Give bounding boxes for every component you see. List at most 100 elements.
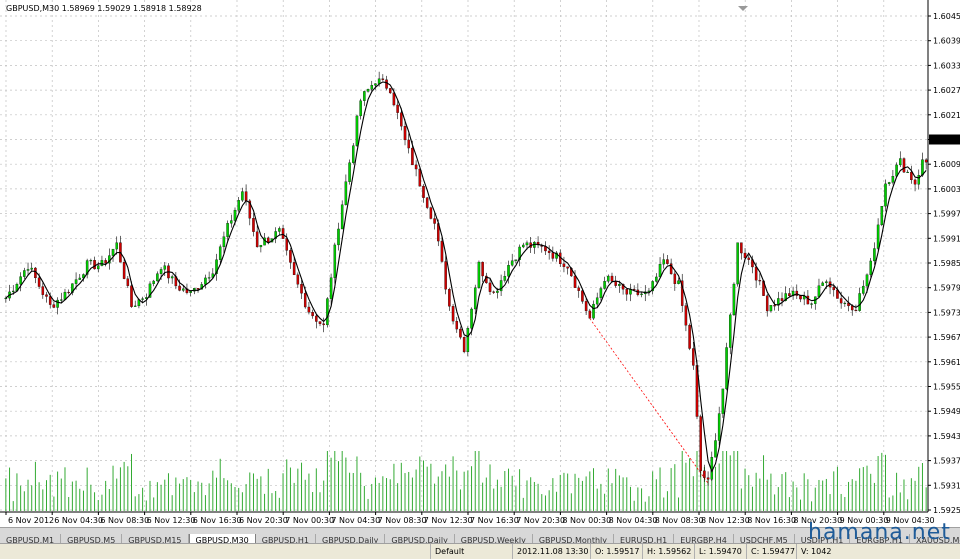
candle-body (329, 277, 333, 299)
candle-body (514, 259, 518, 261)
chart-tab[interactable]: GBPUSD,M1 (0, 534, 62, 543)
candle-body (910, 171, 913, 181)
candle-body (352, 145, 355, 163)
candle-body (252, 218, 255, 232)
candle-body (640, 293, 643, 295)
candle-body (340, 204, 344, 230)
candle-body (52, 304, 56, 308)
time-tick-label: 6 Nov 2012 (8, 516, 54, 525)
candle-body (414, 164, 418, 170)
chart-tab[interactable]: USDJPY,H1 (795, 534, 851, 543)
candle-body (581, 290, 584, 302)
candle-body (148, 283, 152, 298)
candle-body (906, 171, 909, 174)
candle-body (278, 228, 281, 232)
candle-body (876, 224, 880, 249)
candle-body (429, 207, 433, 219)
candle-body (714, 440, 717, 458)
price-tick-label: 1.60215 (933, 111, 960, 120)
candle-body (230, 220, 233, 224)
watermark: hamana.net (808, 520, 951, 545)
time-tick-label: 7 Nov 12:30 (424, 516, 473, 525)
candle-body (510, 260, 514, 266)
candle-body (451, 306, 455, 322)
candle-body (226, 223, 229, 237)
candle-body (448, 289, 451, 307)
candle-body (163, 265, 167, 270)
chart-tab[interactable]: GBPUSD,Daily (316, 534, 386, 543)
candle-body (311, 312, 314, 317)
candle-body (854, 309, 858, 312)
chart-tab[interactable]: GBPUSD,Weekly (455, 534, 533, 543)
status-bar: Default 2012.11.08 13:30 O: 1.59517 H: 1… (0, 543, 960, 559)
candle-body (477, 261, 481, 288)
chart-tab[interactable]: USDCHF,M5 (734, 534, 795, 543)
candle-body (285, 238, 289, 251)
candle-body (237, 200, 240, 211)
time-tick-label: 6 Nov 08:30 (100, 516, 149, 525)
time-tick-label: 8 Nov 00:30 (562, 516, 611, 525)
candle-body (869, 260, 872, 275)
status-volume: V: 1042 (796, 544, 841, 559)
price-tick-label: 1.60035 (933, 185, 960, 194)
candle-body (241, 191, 244, 201)
candle-body (248, 200, 252, 219)
candle-body (466, 328, 470, 353)
chart-tab[interactable]: GBPUSD,Daily (385, 534, 455, 543)
candle-body (662, 259, 665, 265)
chart-title: GBPUSD,M30 1.58969 1.59029 1.58918 1.589… (6, 4, 202, 13)
candle-body (924, 159, 928, 163)
chart-tab[interactable]: EURGBP,H1 (850, 534, 910, 543)
candle-body (141, 298, 144, 300)
candle-body (400, 112, 403, 127)
price-tick-label: 1.59555 (933, 383, 960, 392)
price-tick-label: 1.59435 (933, 432, 960, 441)
candle-body (181, 288, 185, 291)
candle-body (67, 291, 70, 294)
candle-body (725, 347, 728, 390)
candle-body (754, 266, 758, 281)
candle-body (577, 287, 580, 291)
chart-tab[interactable]: GBPUSD,Monthly (533, 534, 615, 543)
candle-body (292, 262, 296, 276)
candle-body (562, 263, 566, 267)
candle-body (677, 280, 680, 284)
chart-tab[interactable]: GBPUSD,M5 (61, 534, 123, 543)
candle-body (799, 295, 802, 300)
candle-body (355, 115, 359, 146)
time-tick-label: 7 Nov 16:30 (470, 516, 519, 525)
candle-body (455, 320, 459, 330)
trend-line (589, 318, 709, 484)
candle-body (111, 248, 115, 256)
price-tick-label: 1.59315 (933, 481, 960, 490)
candle-body (19, 276, 22, 285)
candle-body (440, 240, 444, 262)
candle-body (865, 274, 869, 287)
chart-tab[interactable]: GBPUSD,M15 (122, 534, 189, 543)
candle-body (555, 252, 558, 259)
time-tick-label: 8 Nov 16:30 (747, 516, 796, 525)
chart-tab[interactable]: XAUUSD,Monthly (910, 534, 960, 543)
shift-marker-icon[interactable] (738, 6, 748, 11)
status-profile[interactable]: Default (430, 544, 513, 559)
current-price-label: 1.60155 (931, 136, 960, 145)
candle-body (462, 337, 466, 353)
candle-body (699, 416, 702, 472)
candle-body (688, 325, 691, 349)
candle-body (717, 413, 721, 441)
chart-tab[interactable]: GBPUSD,M30 (188, 534, 256, 543)
candle-body (547, 250, 551, 253)
chart-tab[interactable]: GBPUSD,H1 (256, 534, 317, 543)
candle-body (747, 257, 751, 260)
price-chart[interactable]: 1.60455 1.60395 1.60335 1.60275 1.60215 1.601… (0, 0, 960, 527)
time-tick-label: 9 Nov 04:30 (886, 516, 935, 525)
candle-body (222, 236, 226, 247)
candle-body (48, 296, 52, 305)
candle-body (806, 295, 810, 305)
candle-body (385, 79, 388, 89)
chart-tab[interactable]: EURUSD,H1 (614, 534, 675, 543)
candle-body (821, 282, 824, 286)
chart-tab[interactable]: EURGBP,H4 (674, 534, 734, 543)
candle-body (274, 231, 277, 239)
candle-body (403, 125, 407, 141)
